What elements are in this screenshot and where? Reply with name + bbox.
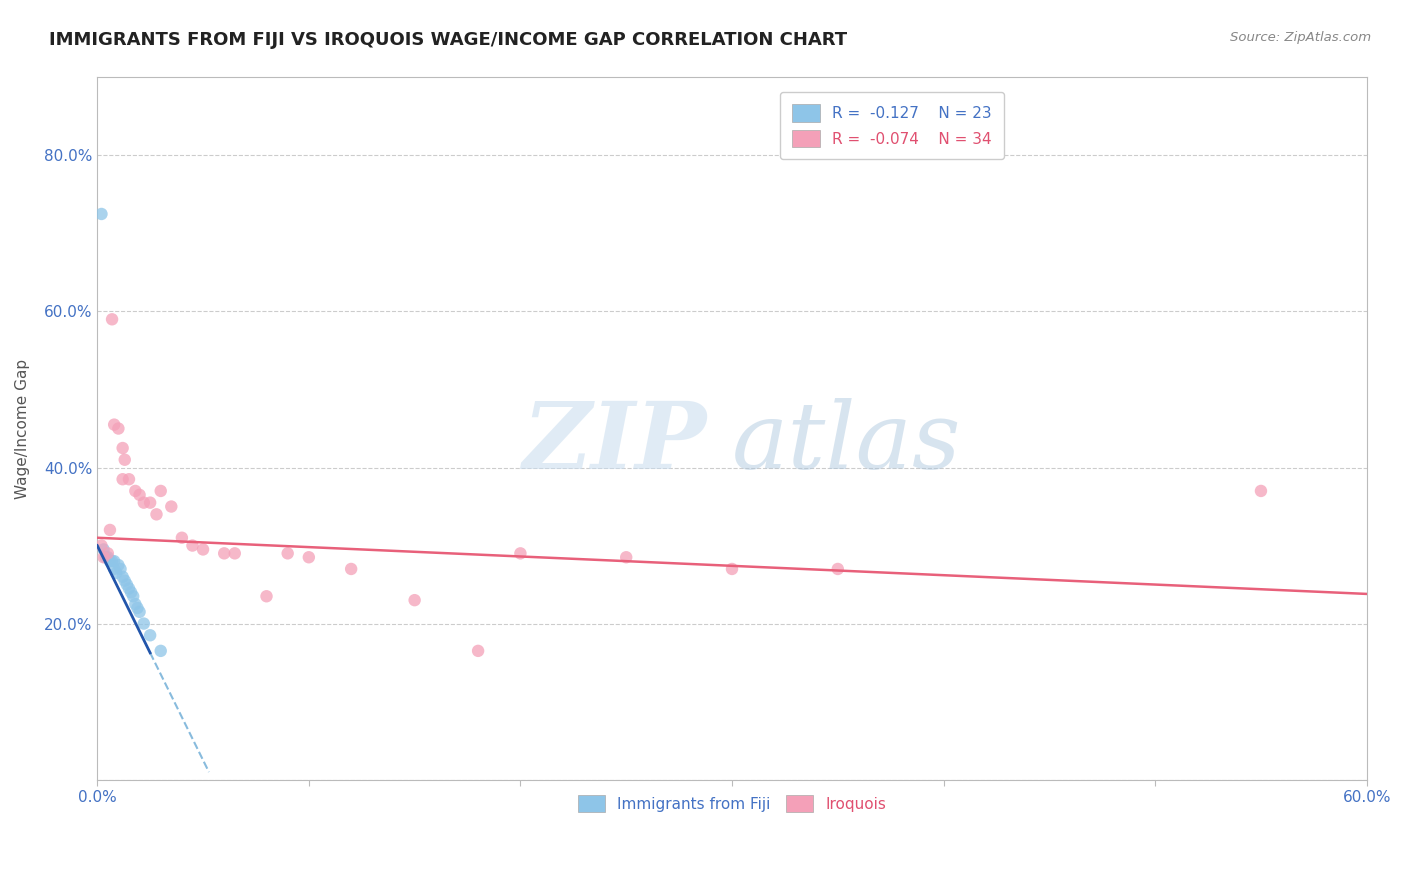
Point: [1250, 483, 1272, 498]
Point: [122, 589, 145, 603]
Point: [170, 531, 193, 545]
Point: [467, 644, 489, 658]
Point: [103, 554, 125, 568]
Point: [115, 577, 138, 591]
Point: [614, 550, 637, 565]
Point: [110, 562, 132, 576]
Text: IMMIGRANTS FROM FIJI VS IROQUOIS WAGE/INCOME GAP CORRELATION CHART: IMMIGRANTS FROM FIJI VS IROQUOIS WAGE/IN…: [49, 31, 848, 49]
Point: [298, 550, 321, 565]
Point: [114, 574, 136, 588]
Point: [114, 452, 136, 467]
Point: [111, 441, 134, 455]
Point: [118, 582, 141, 596]
Point: [212, 546, 235, 560]
Point: [101, 312, 124, 326]
Text: ZIP: ZIP: [523, 398, 707, 488]
Point: [120, 585, 142, 599]
Point: [90, 539, 112, 553]
Point: [256, 589, 278, 603]
Point: [127, 601, 149, 615]
Y-axis label: Wage/Income Gap: Wage/Income Gap: [15, 359, 30, 499]
Point: [827, 562, 849, 576]
Point: [721, 562, 744, 576]
Point: [340, 562, 363, 576]
Point: [124, 597, 146, 611]
Point: [98, 523, 121, 537]
Point: [124, 483, 146, 498]
Point: [93, 542, 115, 557]
Point: [181, 539, 204, 553]
Point: [132, 616, 155, 631]
Point: [101, 554, 124, 568]
Point: [277, 546, 299, 560]
Point: [224, 546, 246, 560]
Point: [93, 550, 115, 565]
Point: [107, 558, 129, 572]
Point: [105, 566, 128, 580]
Point: [111, 472, 134, 486]
Point: [128, 605, 150, 619]
Legend: Immigrants from Fiji, Iroquois: Immigrants from Fiji, Iroquois: [565, 782, 898, 824]
Point: [149, 644, 172, 658]
Point: [139, 495, 162, 509]
Point: [111, 570, 134, 584]
Point: [118, 472, 141, 486]
Point: [160, 500, 183, 514]
Point: [107, 421, 129, 435]
Text: Source: ZipAtlas.com: Source: ZipAtlas.com: [1230, 31, 1371, 45]
Point: [128, 488, 150, 502]
Point: [404, 593, 426, 607]
Point: [191, 542, 214, 557]
Point: [94, 550, 117, 565]
Point: [103, 417, 125, 432]
Text: atlas: atlas: [733, 398, 962, 488]
Point: [98, 554, 121, 568]
Point: [90, 207, 112, 221]
Point: [139, 628, 162, 642]
Point: [132, 495, 155, 509]
Point: [509, 546, 531, 560]
Point: [145, 508, 167, 522]
Point: [103, 562, 125, 576]
Point: [97, 546, 120, 560]
Point: [149, 483, 172, 498]
Point: [97, 550, 120, 565]
